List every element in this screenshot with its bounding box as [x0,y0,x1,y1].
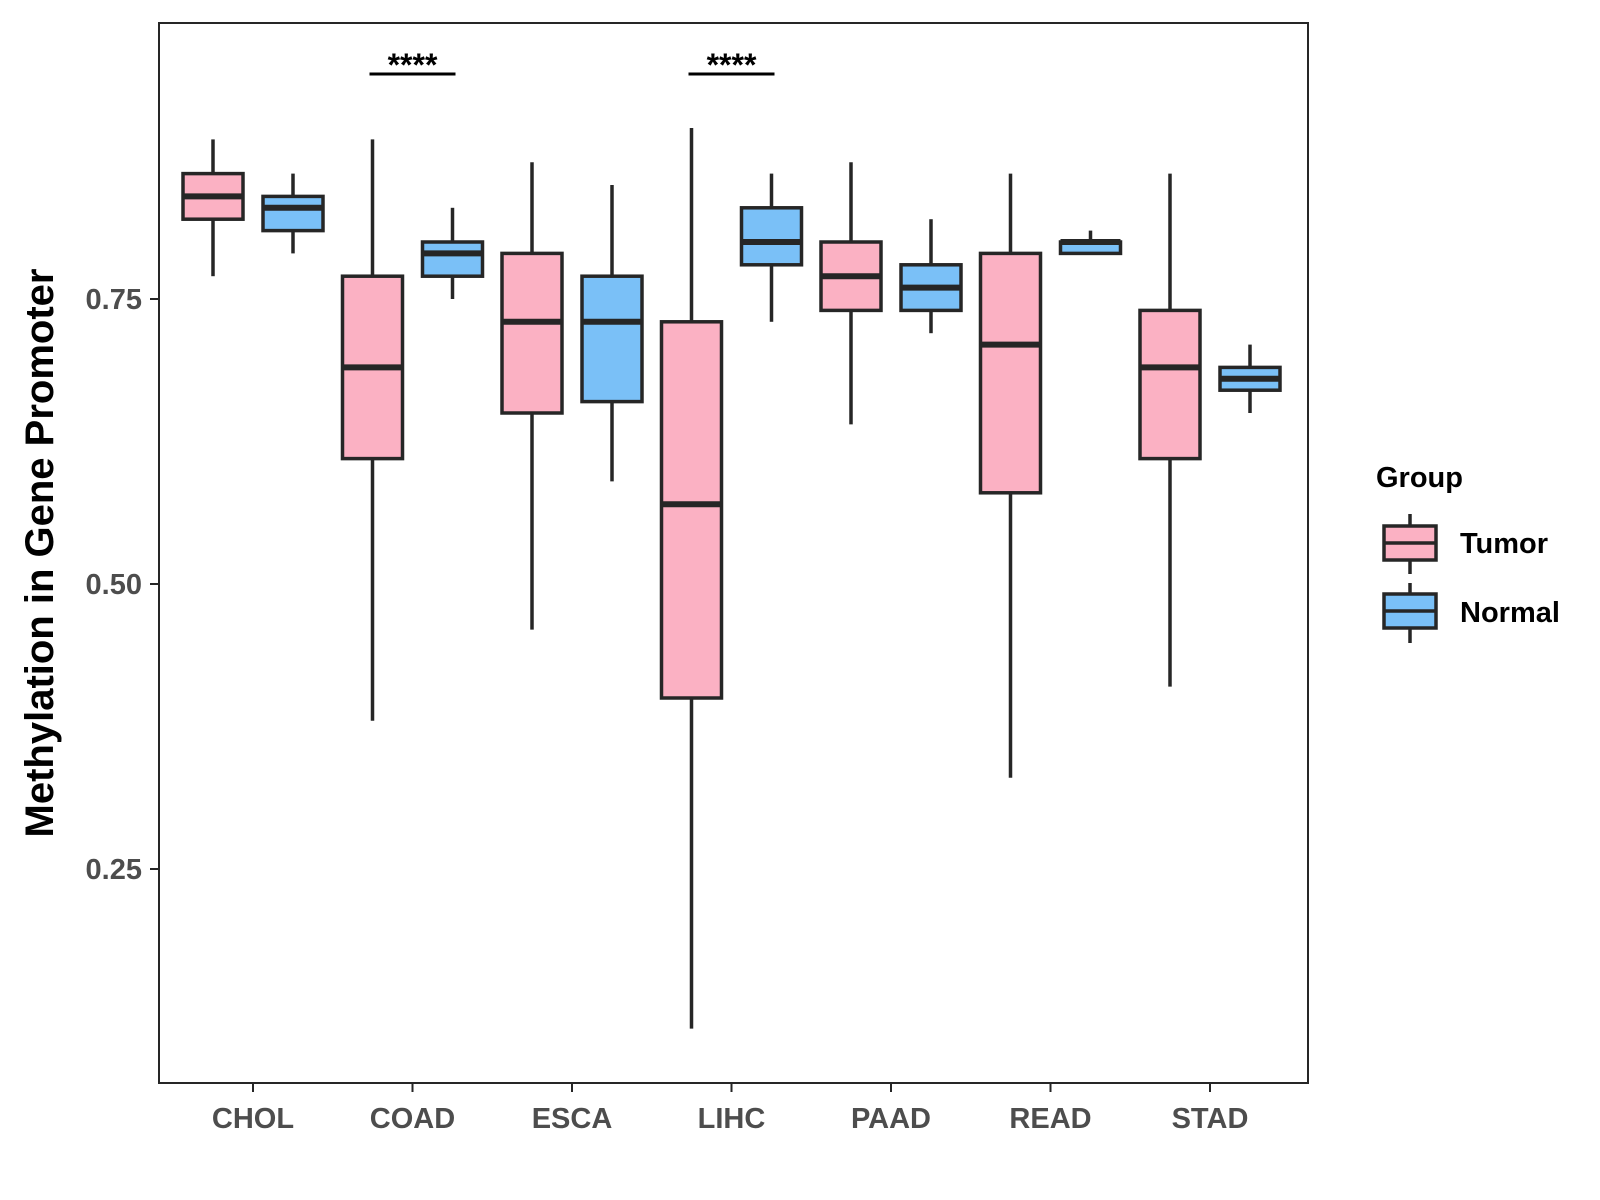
box-paad-tumor [819,162,883,425]
x-tick-label-esca: ESCA [532,1103,613,1135]
box-stad-normal [1218,344,1282,413]
legend: Group Tumor Normal [1376,462,1560,643]
box-esca-normal [580,185,644,482]
x-tick-label-coad: COAD [370,1103,455,1135]
significance-annotations: **** **** [369,47,775,83]
box-rect-stad-tumor [1138,308,1202,461]
x-tick-label-paad: PAAD [851,1103,931,1135]
box-coad-tumor [340,139,405,721]
box-rect-esca-tumor [500,251,564,415]
box-chol-tumor [181,139,245,277]
box-rect-chol-normal [261,194,325,233]
legend-label-tumor: Tumor [1460,528,1548,560]
x-tick-label-stad: STAD [1172,1103,1249,1135]
legend-title: Group [1376,462,1463,494]
y-tick-label-1: 0.50 [86,569,142,601]
significance-label-lihc: **** [707,47,757,83]
y-axis-label: Methylation in Gene Promoter [18,269,62,838]
x-tick-label-read: READ [1009,1103,1091,1135]
y-axis: 0.25 0.50 0.75 [86,284,159,886]
box-rect-lihc-normal [739,206,804,267]
legend-label-normal: Normal [1460,597,1560,629]
legend-key-normal [1382,583,1438,643]
x-axis: CHOL COAD ESCA LIHC PAAD READ STAD [212,1083,1248,1135]
significance-label-coad: **** [388,47,438,83]
legend-key-tumor [1382,514,1438,574]
box-coad-normal [420,207,485,299]
x-tick-label-chol: CHOL [212,1103,294,1135]
box-chol-normal [261,173,325,254]
box-rect-coad-normal [420,240,485,278]
box-stad-tumor [1138,173,1202,687]
panel-border [158,22,1309,1084]
box-rect-esca-normal [580,274,644,404]
y-tick-label-0: 0.25 [86,854,142,886]
box-read-tumor [978,173,1043,778]
box-esca-tumor [500,162,564,630]
box-read-normal [1058,230,1123,256]
box-lihc-normal [739,173,804,322]
x-tick-label-lihc: LIHC [698,1103,766,1135]
y-tick-label-2: 0.75 [86,284,142,316]
box-paad-normal [899,219,963,334]
box-lihc-tumor [659,128,724,1029]
box-rect-lihc-tumor [659,320,724,700]
boxes-layer [181,128,1282,1029]
box-rect-read-tumor [978,251,1043,495]
